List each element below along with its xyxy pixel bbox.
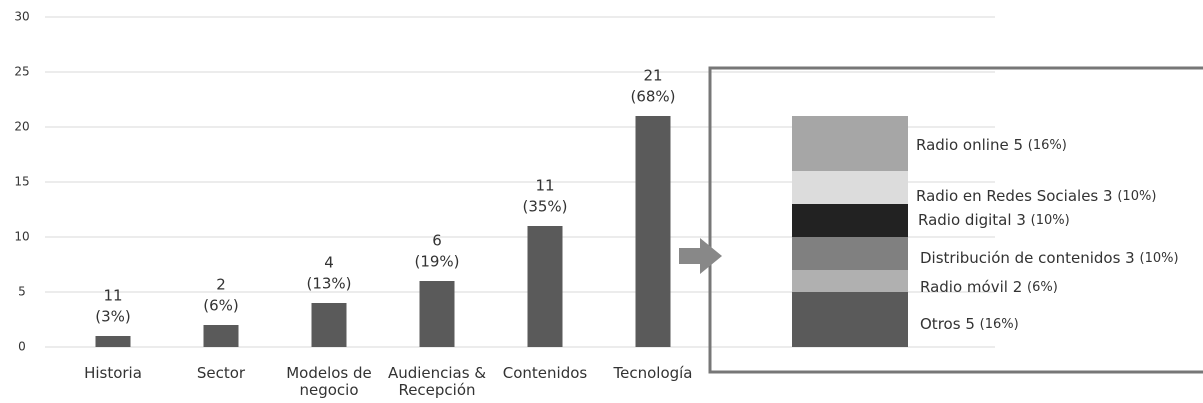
segment-value: 3 (1103, 187, 1113, 205)
bar-percent-label: (68%) (630, 88, 675, 106)
y-tick-label: 25 (14, 65, 29, 79)
x-tick-label: Historia (84, 364, 142, 382)
segment-label: Radio en Redes Sociales 3 (10%) (916, 187, 1156, 205)
y-tick-label: 15 (14, 175, 29, 189)
segment-value: 3 (1016, 211, 1026, 229)
bar-percent-label: (6%) (203, 297, 239, 315)
segment-name: Radio en Redes Sociales (916, 187, 1098, 205)
segment-name: Distribución de contenidos (920, 249, 1121, 267)
bar (419, 281, 455, 347)
segment-name: Radio móvil (920, 278, 1008, 296)
segment-name: Otros (920, 315, 961, 333)
bar-percent-label: (35%) (522, 198, 567, 216)
segment-percent: (10%) (1031, 213, 1070, 228)
bar-count-label: 11 (103, 287, 122, 305)
segment-name: Radio digital (918, 211, 1012, 229)
y-tick-label: 5 (18, 285, 26, 299)
bar-count-label: 4 (324, 254, 334, 272)
x-tick-label: Modelos de negocio (286, 364, 372, 399)
x-tick-label: Sector (196, 364, 246, 382)
segment-label: Radio móvil 2 (6%) (920, 278, 1058, 296)
stack-segment (792, 292, 908, 347)
y-tick-label: 0 (18, 340, 26, 354)
y-tick-label: 20 (14, 120, 29, 134)
bar-percent-label: (3%) (95, 308, 131, 326)
segment-percent: (16%) (980, 317, 1019, 332)
x-tick-label: Tecnología (613, 364, 693, 382)
bar (203, 325, 239, 347)
bar-count-label: 21 (643, 67, 662, 85)
y-tick-label: 30 (14, 10, 29, 24)
stack-segment (792, 237, 908, 270)
segment-value: 5 (1013, 136, 1023, 154)
bar (95, 336, 131, 347)
bar-percent-label: (13%) (306, 275, 351, 293)
segment-percent: (10%) (1117, 189, 1156, 204)
bar-count-label: 6 (432, 232, 442, 250)
segment-name: Radio online (916, 136, 1009, 154)
segment-value: 5 (965, 315, 975, 333)
x-tick-label: Audiencias & Recepción (387, 364, 487, 399)
arrow (679, 238, 722, 274)
bar-count-label: 2 (216, 276, 226, 294)
segment-percent: (6%) (1027, 280, 1058, 295)
y-tick-label: 10 (14, 230, 29, 244)
bar (635, 116, 671, 347)
bar-percent-label: (19%) (414, 253, 459, 271)
bar (311, 303, 347, 347)
bar-count-label: 11 (535, 177, 554, 195)
segment-label: Otros 5 (16%) (920, 315, 1019, 333)
segment-label: Distribución de contenidos 3 (10%) (920, 249, 1179, 267)
x-tick-label: Contenidos (502, 364, 588, 382)
stack-segment (792, 116, 908, 171)
bar (527, 226, 563, 347)
segment-percent: (16%) (1028, 138, 1067, 153)
stack-segment (792, 171, 908, 204)
segment-label: Radio digital 3 (10%) (918, 211, 1070, 229)
stack-segment (792, 204, 908, 237)
segment-value: 2 (1013, 278, 1023, 296)
segment-percent: (10%) (1140, 251, 1179, 266)
detail-box (708, 66, 1203, 374)
segment-label: Radio online 5 (16%) (916, 136, 1067, 154)
segment-value: 3 (1125, 249, 1135, 267)
stack-segment (792, 270, 908, 292)
